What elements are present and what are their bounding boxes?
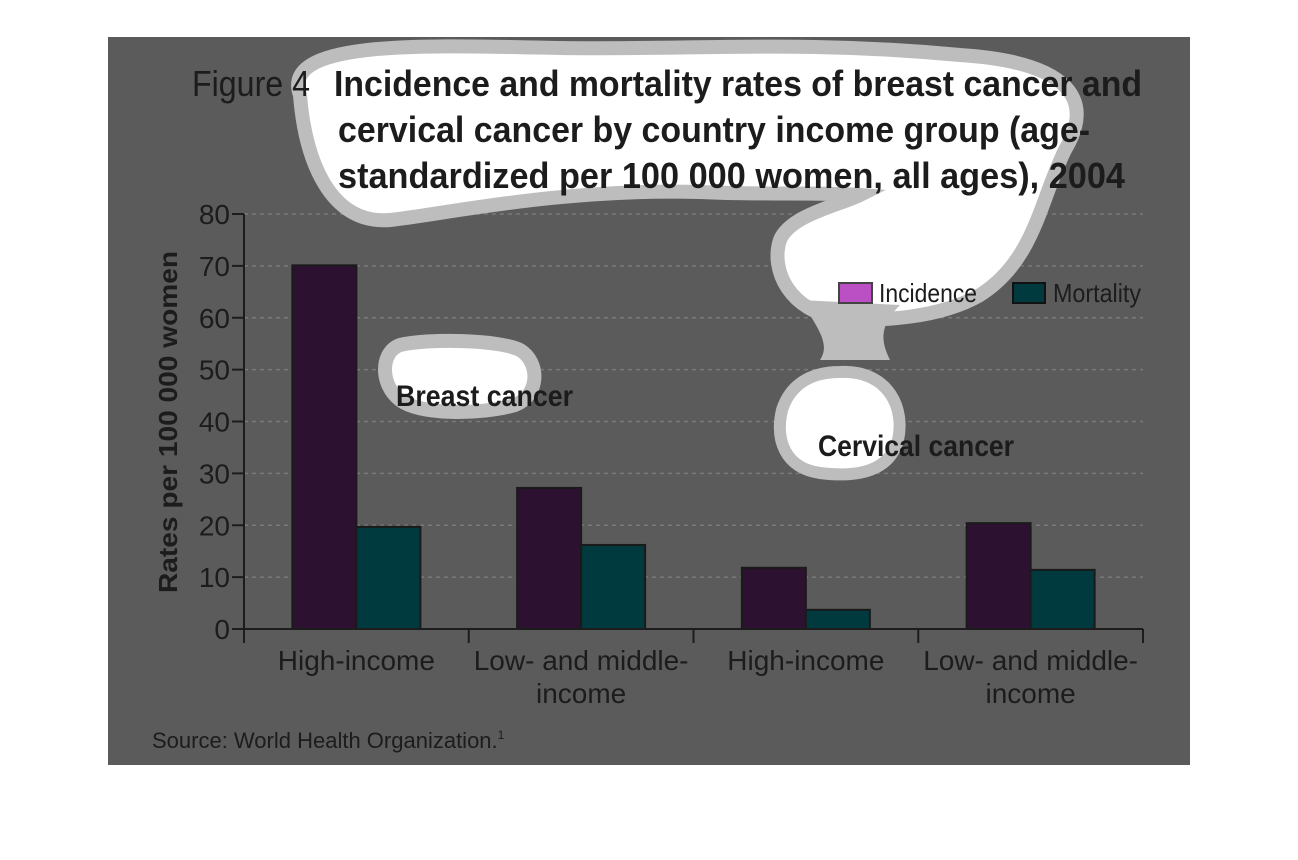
- y-tick-label: 50: [199, 355, 230, 386]
- x-tick-label: High-income: [278, 645, 435, 676]
- bar-incidence: [291, 264, 358, 630]
- source-footnote: 1: [498, 728, 505, 742]
- bar-mortality: [355, 525, 422, 631]
- bar-mortality: [580, 543, 647, 631]
- chart-title-line-2: cervical cancer by country income group …: [338, 109, 1090, 150]
- x-tick-label: Low- and middle-: [474, 645, 689, 676]
- highlight-blob-cervical: [773, 365, 906, 481]
- bar-incidence: [516, 486, 583, 630]
- x-tick-label: Low- and middle-: [923, 645, 1138, 676]
- y-tick-label: 20: [199, 510, 230, 541]
- y-tick-label: 70: [199, 251, 230, 282]
- figure-label: Figure 4: [192, 63, 310, 104]
- gridlines: [244, 213, 1143, 578]
- y-tick-label: 40: [199, 407, 230, 438]
- bar-incidence: [740, 566, 807, 630]
- axes: 0 10 20 30 40 50 60 70 80 High-income Low- and mid…: [199, 199, 1144, 709]
- bars: [291, 264, 1096, 631]
- highlight-blob-title-legend: [291, 39, 1084, 327]
- bar-mortality: [1029, 568, 1096, 630]
- legend-label-incidence: Incidence: [879, 278, 977, 308]
- group-label-breast: Breast cancer: [396, 380, 573, 413]
- chart-title-line-1: Incidence and mortality rates of breast …: [334, 63, 1142, 104]
- y-axis-label: Rates per 100 000 women: [153, 251, 183, 593]
- y-tick-label: 60: [199, 303, 230, 334]
- bar-mortality: [804, 608, 871, 631]
- legend: Incidence Mortality: [838, 278, 1141, 308]
- chart-title-line-3: standardized per 100 000 women, all ages…: [338, 155, 1125, 196]
- legend-swatch-incidence: [838, 282, 873, 304]
- highlight-blob-breast: [378, 333, 542, 419]
- x-tick-label: income: [985, 678, 1075, 709]
- highlight-blobs: [291, 39, 1084, 481]
- highlight-blob-neck: [800, 300, 900, 360]
- y-tick-label: 80: [199, 199, 230, 230]
- legend-label-mortality: Mortality: [1053, 278, 1141, 308]
- group-label-cervical: Cervical cancer: [818, 430, 1014, 463]
- source-text: Source: World Health Organization.: [152, 728, 498, 753]
- bar-incidence: [965, 522, 1032, 630]
- x-tick-label: income: [536, 678, 626, 709]
- y-tick-label: 0: [214, 614, 230, 645]
- source-note: Source: World Health Organization.1: [152, 728, 505, 753]
- x-tick-label: High-income: [727, 645, 884, 676]
- y-tick-label: 30: [199, 458, 230, 489]
- legend-swatch-mortality: [1012, 282, 1046, 304]
- y-tick-label: 10: [199, 562, 230, 593]
